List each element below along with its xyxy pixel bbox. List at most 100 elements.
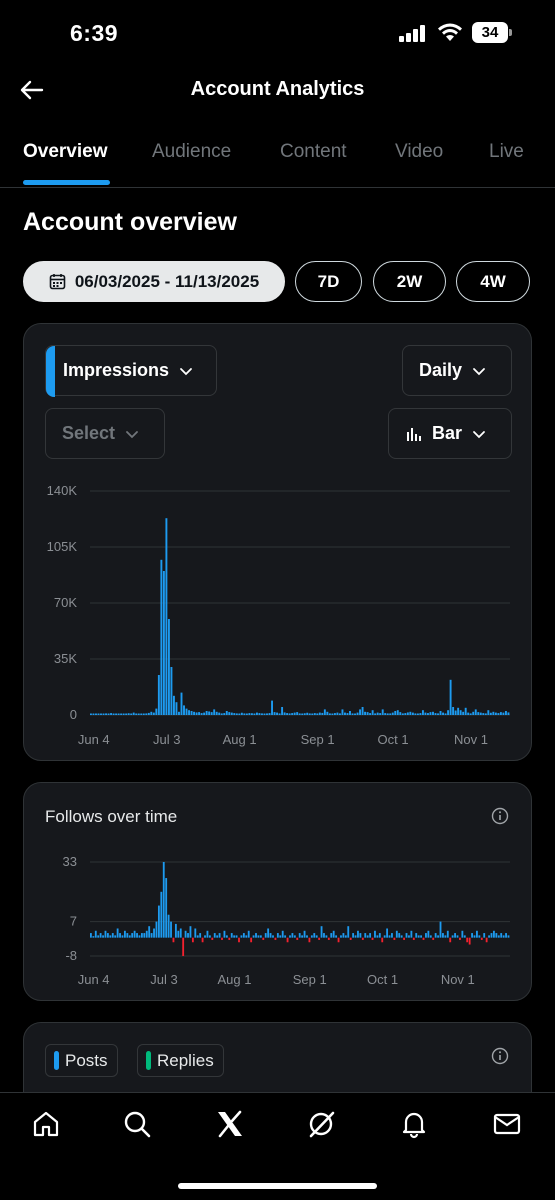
chart-bar xyxy=(469,713,472,715)
chart-bar xyxy=(473,935,476,938)
chart-bar xyxy=(200,713,203,715)
date-range-label: 06/03/2025 - 11/13/2025 xyxy=(74,271,260,291)
range-7d-button[interactable]: 7D xyxy=(295,261,362,302)
chart-bar xyxy=(114,935,117,938)
chart-bar xyxy=(313,933,316,938)
chart-bar xyxy=(179,928,182,938)
chart-bar xyxy=(189,926,192,938)
tab-overview[interactable]: Overview xyxy=(23,141,108,162)
chart-bar xyxy=(483,933,486,938)
compare-dropdown[interactable]: Select xyxy=(45,408,165,459)
metric-dropdown[interactable]: Impressions xyxy=(45,345,217,397)
chart-bar xyxy=(228,937,231,940)
info-icon[interactable] xyxy=(491,807,509,825)
chart-bar xyxy=(449,937,452,943)
chart-bar xyxy=(263,713,266,715)
chart-bar xyxy=(122,713,125,715)
chart-bar xyxy=(296,712,299,715)
chart-bar xyxy=(383,935,386,938)
chart-bar xyxy=(467,712,470,715)
chart-bar xyxy=(92,936,95,938)
chart-bar xyxy=(117,713,120,715)
chart-bar xyxy=(437,935,439,938)
chart-bar xyxy=(175,702,178,715)
x-tick-label: Jun 4 xyxy=(78,972,110,987)
chart-bar xyxy=(147,712,150,715)
chart-bar xyxy=(172,937,175,943)
chart-bar xyxy=(341,709,344,715)
back-arrow-icon[interactable] xyxy=(18,76,46,104)
bottom-nav xyxy=(0,1092,555,1200)
x-tick-label: Nov 1 xyxy=(454,732,488,747)
range-4w-button[interactable]: 4W xyxy=(456,261,530,302)
tab-video[interactable]: Video xyxy=(395,141,444,162)
chart-bar xyxy=(170,921,172,938)
chart-bar xyxy=(306,712,309,715)
chart-bar xyxy=(338,713,341,715)
chart-bar xyxy=(420,935,422,938)
chart-bar xyxy=(143,933,146,938)
chart-bar xyxy=(361,937,364,940)
chart-bar xyxy=(434,713,437,715)
chart-bar xyxy=(500,933,503,938)
chart-bar xyxy=(427,930,430,938)
chart-bar xyxy=(157,675,160,715)
chart-bar xyxy=(262,937,265,940)
chart-bar xyxy=(198,712,201,715)
tab-live[interactable]: Live xyxy=(489,141,524,162)
interval-dropdown[interactable]: Daily xyxy=(402,345,512,396)
x-logo-icon[interactable] xyxy=(215,1109,245,1139)
tab-audience[interactable]: Audience xyxy=(152,141,232,162)
follows-card: Follows over time 33 7 -8 Jun 4 Jul 3 Aug 1 Se… xyxy=(23,782,532,1001)
app-header: Account Analytics xyxy=(0,64,555,116)
chart-bar xyxy=(140,933,143,938)
legend-replies[interactable]: Replies xyxy=(137,1044,224,1077)
date-range-button[interactable]: 06/03/2025 - 11/13/2025 xyxy=(23,261,285,302)
info-icon[interactable] xyxy=(491,1047,509,1065)
search-icon[interactable] xyxy=(122,1109,152,1139)
chart-bar xyxy=(364,711,367,715)
chart-bar xyxy=(405,933,408,938)
chart-bar xyxy=(235,935,238,938)
home-icon[interactable] xyxy=(31,1109,61,1139)
chart-bar xyxy=(160,559,163,715)
chart-bar xyxy=(477,712,480,715)
range-2w-button[interactable]: 2W xyxy=(373,261,446,302)
chart-bar xyxy=(330,933,333,938)
chart-bar xyxy=(404,713,407,715)
chart-bar xyxy=(286,937,289,943)
chart-bar xyxy=(223,713,226,715)
chart-bar xyxy=(155,921,158,938)
tab-bar: Overview Audience Content Video Live xyxy=(0,118,555,188)
chart-bar xyxy=(490,933,493,938)
chart-bar xyxy=(131,933,134,938)
chart-bar xyxy=(439,921,442,938)
chart-bar xyxy=(127,713,130,715)
chart-bar xyxy=(233,935,236,938)
tab-content[interactable]: Content xyxy=(280,141,347,162)
chart-bar xyxy=(178,711,180,715)
chart-bar xyxy=(421,710,424,715)
chart-bar xyxy=(289,935,291,938)
bell-icon[interactable] xyxy=(399,1109,429,1139)
mail-icon[interactable] xyxy=(492,1109,522,1139)
chart-bar xyxy=(293,712,296,715)
chart-bar xyxy=(116,928,119,938)
y-tick-label: 35K xyxy=(54,651,77,666)
chart-bar xyxy=(261,713,263,715)
legend-posts[interactable]: Posts xyxy=(45,1044,118,1077)
chart-type-dropdown[interactable]: Bar xyxy=(388,408,512,459)
chart-bar xyxy=(105,713,107,715)
chart-bar xyxy=(416,713,419,715)
chart-bar xyxy=(240,935,243,938)
chart-bar xyxy=(95,713,97,715)
chart-bar xyxy=(132,712,135,715)
grok-icon[interactable] xyxy=(306,1109,336,1139)
chart-bar xyxy=(298,933,301,938)
x-tick-label: Oct 1 xyxy=(378,732,409,747)
chart-bar xyxy=(225,935,228,938)
chart-bar xyxy=(408,935,410,938)
chart-bar xyxy=(185,708,188,715)
chart-bar xyxy=(303,930,306,938)
chart-bar xyxy=(208,711,211,715)
